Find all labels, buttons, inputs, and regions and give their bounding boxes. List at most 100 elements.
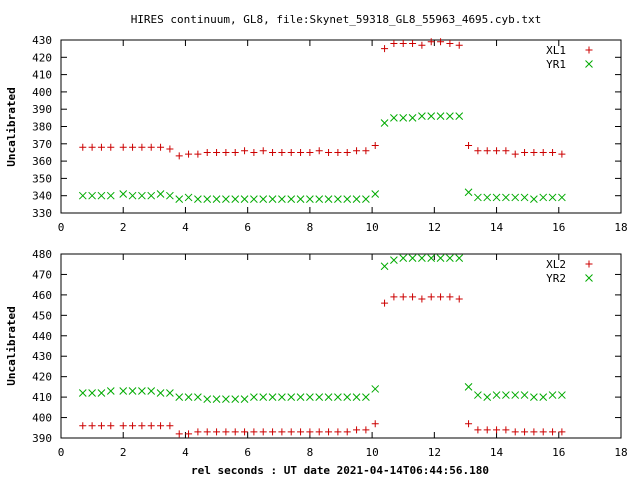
y-tick-label: 400 xyxy=(32,86,52,99)
data-point xyxy=(502,391,510,399)
data-point xyxy=(548,193,557,202)
data-point xyxy=(278,393,286,401)
data-point xyxy=(106,387,115,395)
data-point xyxy=(79,422,87,430)
data-point xyxy=(222,395,230,404)
data-point xyxy=(334,428,342,436)
data-point xyxy=(194,428,202,436)
data-point xyxy=(269,428,277,436)
data-point xyxy=(194,150,202,158)
data-point xyxy=(474,391,482,399)
data-point xyxy=(409,293,417,301)
data-point xyxy=(446,254,454,262)
series-xl2 xyxy=(79,293,566,438)
data-point xyxy=(437,293,445,301)
x-axis-label: rel seconds : UT date 2021-04-14T06:44:5… xyxy=(191,464,489,477)
data-point xyxy=(240,195,249,204)
y-tick-label: 430 xyxy=(32,34,52,47)
data-point xyxy=(259,147,267,155)
data-point xyxy=(446,39,454,47)
data-point xyxy=(203,395,212,404)
data-point xyxy=(78,191,87,200)
x-tick-label: 10 xyxy=(365,221,378,234)
data-point xyxy=(241,428,249,436)
x-tick-label: 8 xyxy=(307,221,314,234)
data-point xyxy=(129,143,137,151)
data-point xyxy=(455,295,463,303)
legend-label: YR2 xyxy=(546,272,566,285)
data-point xyxy=(147,143,155,151)
data-point xyxy=(493,426,501,434)
y-tick-label: 340 xyxy=(32,190,52,203)
data-point xyxy=(166,422,174,430)
data-point xyxy=(483,426,491,434)
data-point xyxy=(106,191,115,200)
data-point xyxy=(390,293,398,301)
y-tick-label: 420 xyxy=(32,371,52,384)
data-point xyxy=(539,428,547,436)
data-point xyxy=(539,148,547,156)
data-point xyxy=(418,295,426,303)
data-point xyxy=(427,112,436,120)
data-point xyxy=(147,422,155,430)
data-point xyxy=(521,428,529,436)
data-point xyxy=(558,428,566,436)
data-point xyxy=(465,142,473,150)
x-tick-label: 4 xyxy=(182,221,189,234)
y-axis-label: Uncalibrated xyxy=(5,87,18,166)
data-point xyxy=(455,112,464,120)
data-point xyxy=(352,393,361,401)
data-point xyxy=(436,112,445,120)
y-tick-label: 350 xyxy=(32,172,52,185)
data-point xyxy=(78,389,87,397)
data-point xyxy=(390,256,398,264)
data-point xyxy=(268,393,277,401)
data-point xyxy=(259,428,267,436)
data-point xyxy=(212,195,221,204)
data-point xyxy=(278,148,286,156)
panel-top: 330 340 350 360 370 380 390 400 410 420 430 0 2 4 6 8 10… xyxy=(5,34,628,234)
series-yr2 xyxy=(78,254,566,404)
data-point xyxy=(203,195,212,204)
x-tick-label: 14 xyxy=(490,446,504,459)
data-point xyxy=(474,147,482,155)
data-point xyxy=(446,112,454,120)
data-point xyxy=(185,150,193,158)
data-point xyxy=(371,420,379,428)
panel-bottom: 390 400 410 420 430 440 450 460 470 480 0 2 4 6 8 10 12 1… xyxy=(5,248,628,459)
data-point xyxy=(437,38,445,46)
data-point xyxy=(287,195,296,204)
data-point xyxy=(474,193,482,202)
data-point xyxy=(381,299,389,307)
data-point xyxy=(549,428,557,436)
data-point xyxy=(325,148,333,156)
x-tick-label: 16 xyxy=(552,446,565,459)
y-tick-label: 470 xyxy=(32,268,52,281)
data-point xyxy=(194,393,202,401)
data-point xyxy=(558,193,566,202)
data-point xyxy=(287,428,295,436)
data-point xyxy=(297,148,305,156)
data-point xyxy=(390,113,398,122)
data-point xyxy=(79,143,87,151)
data-point xyxy=(306,393,314,401)
data-point xyxy=(343,195,352,204)
x-tick-label: 6 xyxy=(244,221,251,234)
data-point xyxy=(128,387,137,395)
data-point xyxy=(259,393,268,401)
data-point xyxy=(250,393,258,401)
data-point xyxy=(222,428,230,436)
data-point xyxy=(278,195,286,204)
data-point xyxy=(222,148,230,156)
data-point xyxy=(493,147,501,155)
data-point xyxy=(119,422,127,430)
data-point xyxy=(334,195,342,204)
data-point xyxy=(474,426,482,434)
data-point xyxy=(427,38,435,46)
data-point xyxy=(166,389,174,397)
data-point xyxy=(138,422,146,430)
x-tick-label: 6 xyxy=(244,446,251,459)
data-point xyxy=(343,428,351,436)
data-point xyxy=(539,393,548,401)
